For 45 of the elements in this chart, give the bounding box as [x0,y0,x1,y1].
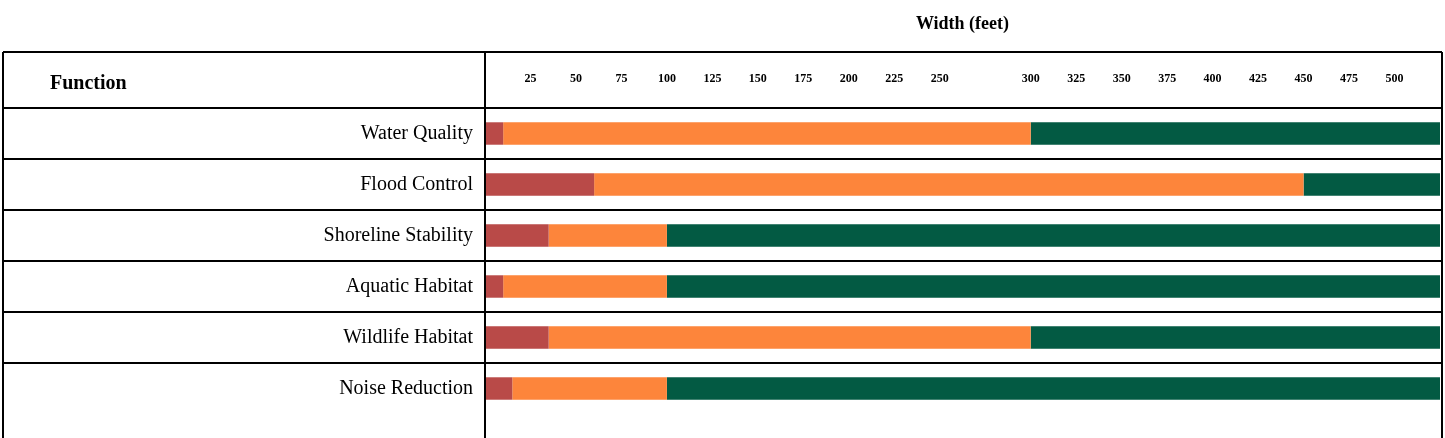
x-tick-label: 400 [1203,70,1222,85]
y-tick-label: Wildlife Habitat [343,324,474,347]
x-tick-label: 225 [885,70,904,85]
bar [1030,326,1440,349]
x-tick-label: 300 [1021,70,1040,85]
bar [485,173,595,196]
bar [485,122,504,145]
x-tick-label: 75 [615,70,628,85]
x-tick-label: 500 [1385,70,1404,85]
bar [548,224,667,247]
x-tick-label: 175 [794,70,813,85]
bar [485,326,549,349]
bar [1030,122,1440,145]
bar [503,122,1031,145]
bar [548,326,1031,349]
x-tick-label: 50 [569,70,582,85]
x-tick-label: 200 [839,70,858,85]
x-tick-label: 450 [1294,70,1313,85]
y-tick-label: Water Quality [360,120,473,144]
y-tick-label: Shoreline Stability [323,222,473,246]
x-tick-label: 100 [657,70,676,85]
bar [485,377,513,400]
bar [666,275,1440,298]
x-tick-label: 125 [703,70,722,85]
bar [512,377,667,400]
bar [1303,173,1440,196]
x-tick-label: 25 [524,70,537,85]
x-tick-label: 150 [748,70,767,85]
bar [594,173,1304,196]
x-tick-label: 375 [1158,70,1177,85]
y-tick-label: Flood Control [360,171,474,194]
bar [666,377,1440,400]
x-tick-label: 350 [1112,70,1131,85]
x-tick-label: 425 [1249,70,1268,85]
y-tick-label: Noise Reduction [339,375,473,398]
x-tick-label: 325 [1067,70,1086,85]
bar [485,224,549,247]
bar [503,275,667,298]
x-tick-label: 250 [930,70,949,85]
y-tick-label: Aquatic Habitat [345,273,474,297]
text: Function [50,71,127,94]
bar [666,224,1440,247]
x-tick-label: 475 [1340,70,1359,85]
bar [485,275,504,298]
x-axis-title: Width (feet) [915,13,1010,35]
